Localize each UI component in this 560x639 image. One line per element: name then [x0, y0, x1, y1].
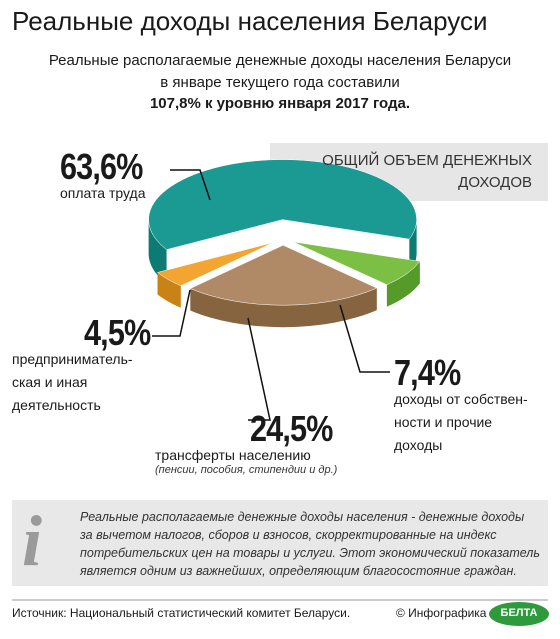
subtitle-emphasis: 107,8% к уровню января 2017 года.: [149, 95, 411, 112]
title: Реальные доходы населения Беларуси: [12, 6, 488, 36]
leader-line: [170, 169, 211, 201]
slice: [156, 242, 274, 287]
subtitle: Реальные располагаемые денежные доходы н…: [48, 52, 512, 91]
category-label: трансферты населению: [155, 447, 311, 463]
pie-title: ОБЩИЙ ОБЪЕМ ДЕНЕЖНЫХ ДОХОДОВ: [322, 152, 532, 191]
value-label: 63,6%: [60, 146, 143, 187]
info-text: Реальные располагаемые денежные доходы н…: [80, 510, 540, 578]
slice-side: [157, 272, 181, 308]
slice-side: [409, 219, 417, 274]
slice-side: [148, 219, 167, 284]
slice: [148, 159, 417, 250]
value-label: 7,4%: [394, 352, 461, 393]
leader-line: [247, 317, 271, 421]
logo-badge: [489, 602, 549, 626]
annotation: (пенсии, пособия, стипендии и др.): [155, 464, 338, 476]
value-label: 24,5%: [250, 408, 333, 449]
slice: [293, 241, 421, 285]
slice-side: [190, 288, 377, 328]
value-label: 4,5%: [84, 312, 151, 353]
info-box: [12, 500, 548, 586]
leader-line: [152, 289, 191, 337]
leaders: [152, 169, 390, 421]
slice: [189, 244, 378, 306]
source: Источник: Национальный статистический ко…: [12, 606, 351, 620]
slice-side: [386, 261, 420, 307]
logo: БЕЛТА: [500, 607, 538, 619]
category-label: предприниматель- ская и иная деятельност…: [12, 351, 133, 413]
info-icon: i: [22, 501, 42, 581]
leader-line: [339, 304, 390, 373]
credit: © Инфографика: [396, 606, 487, 620]
pie: [148, 159, 421, 328]
category-label: доходы от собствен- ности и прочие доход…: [394, 391, 528, 453]
category-label: оплата труда: [60, 185, 146, 201]
